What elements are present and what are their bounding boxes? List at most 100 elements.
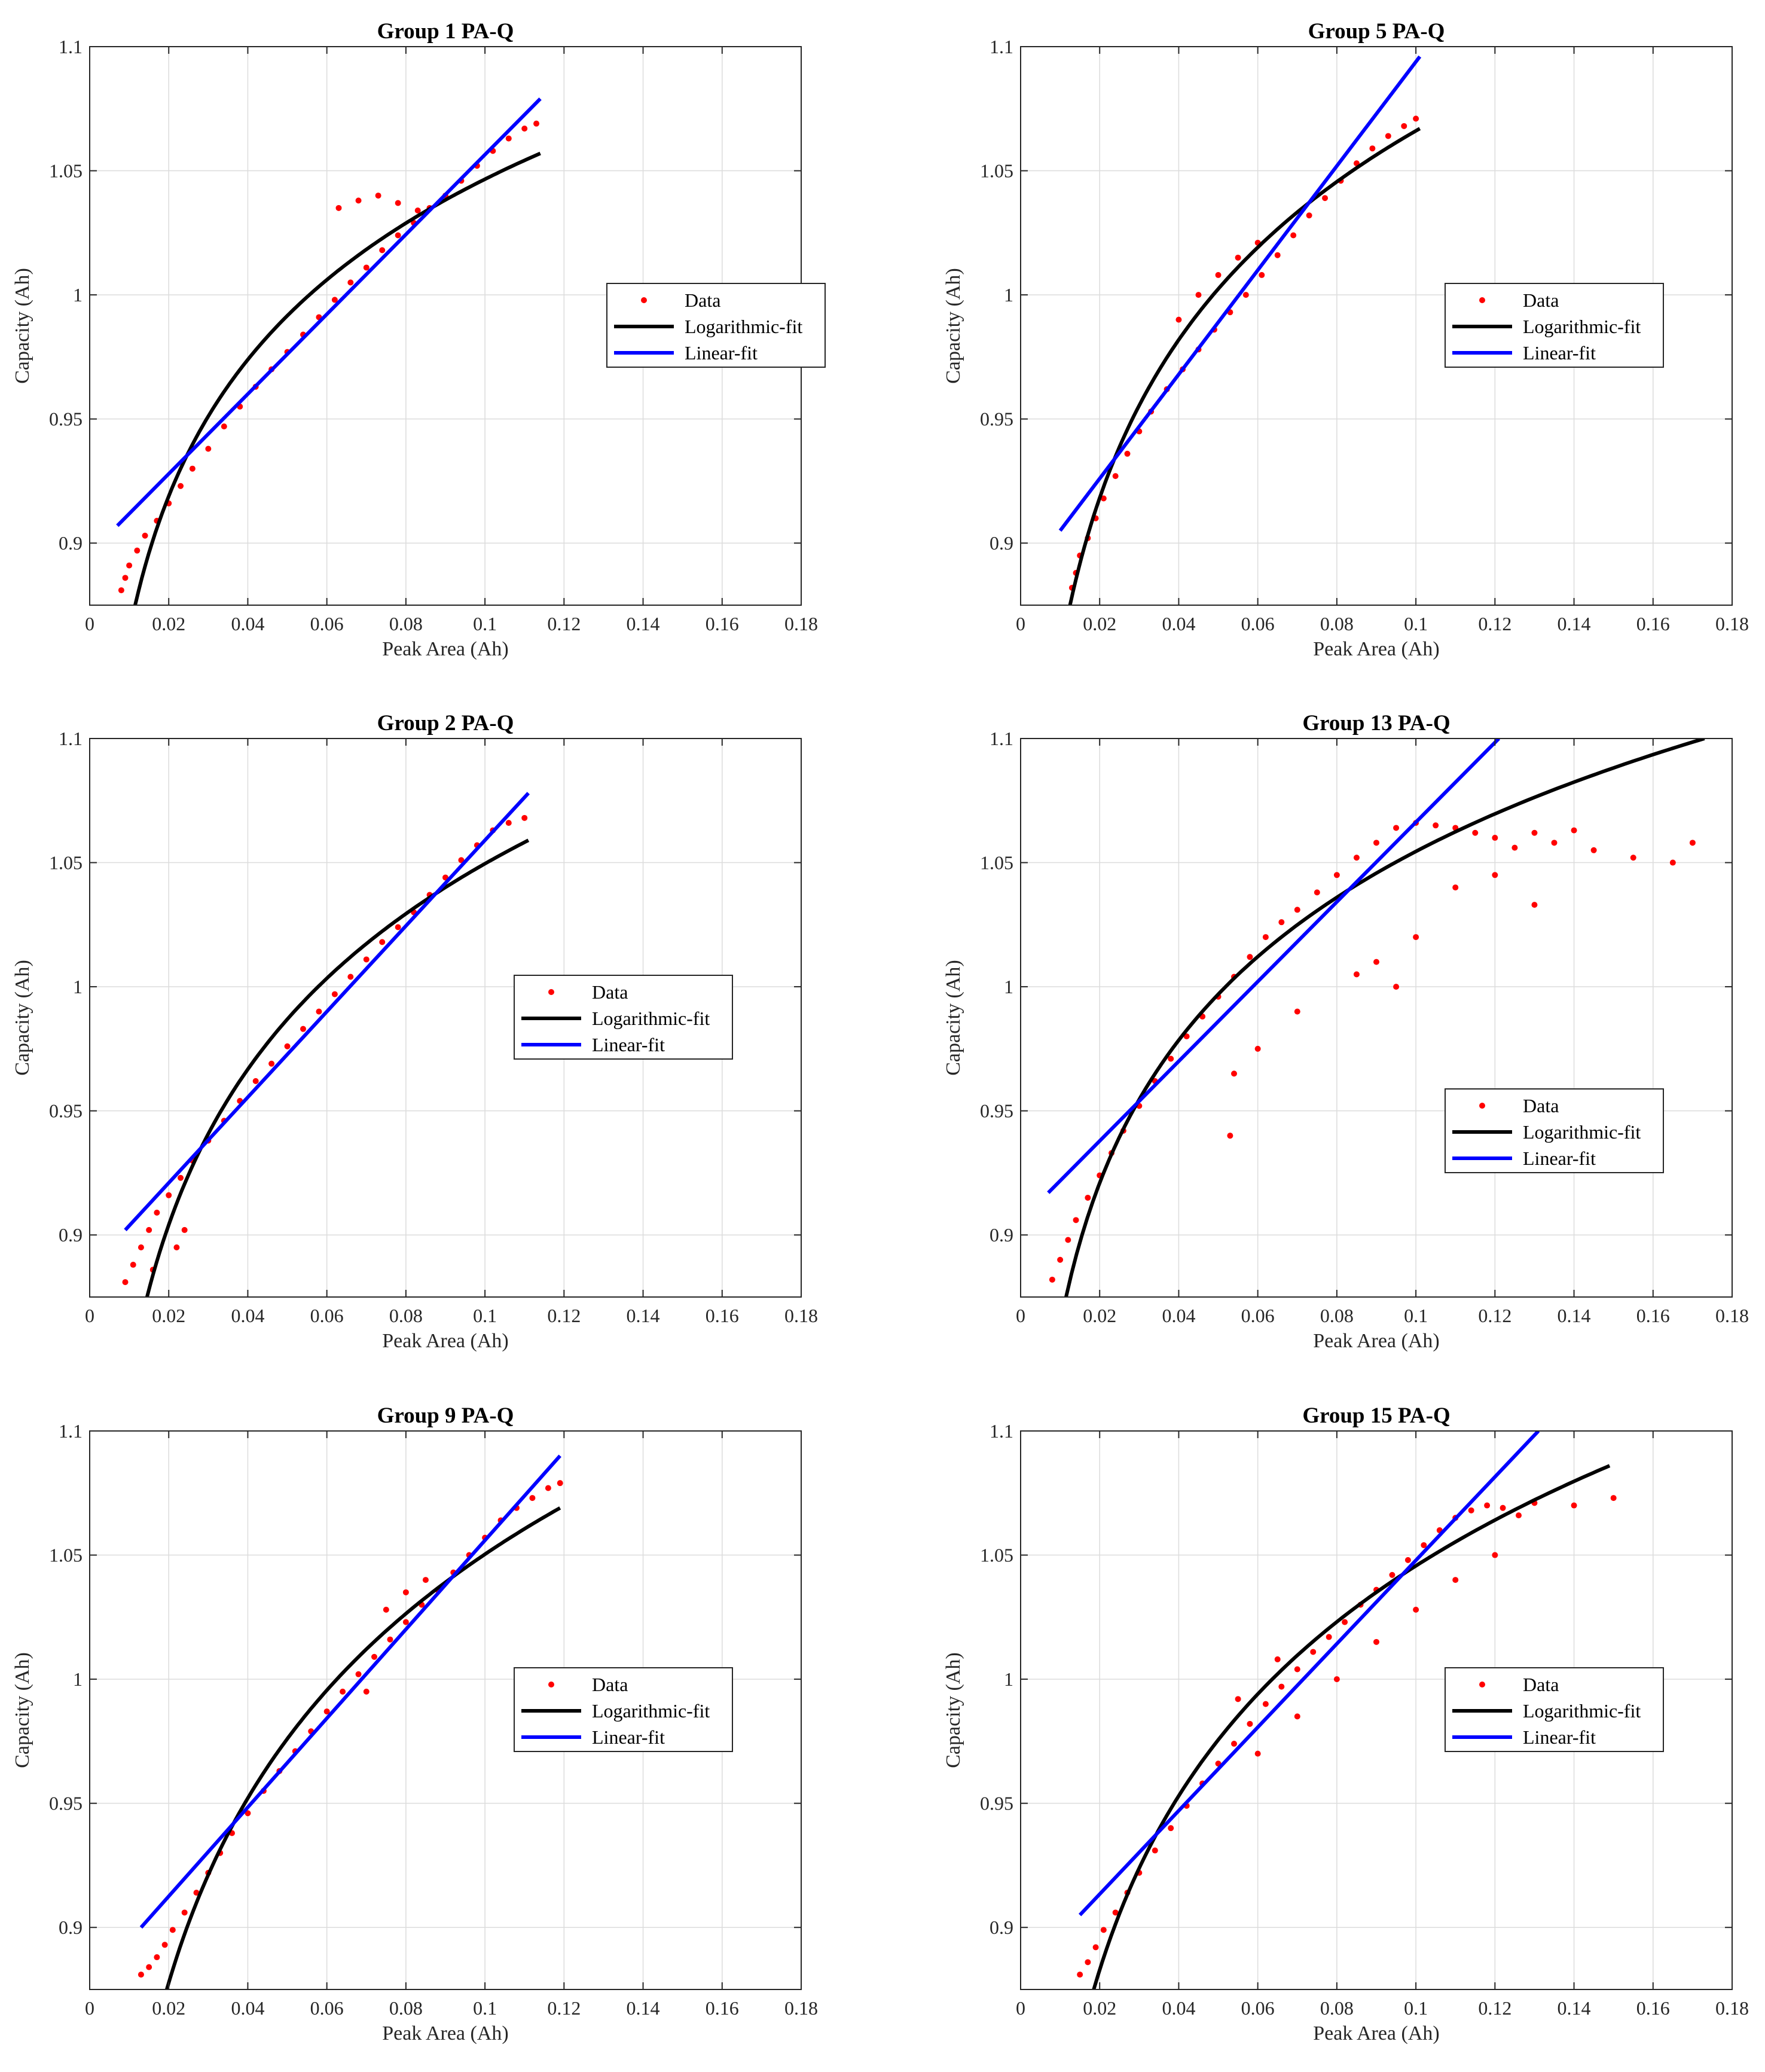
chart-title: Group 15 PA-Q	[1302, 1403, 1450, 1428]
data-point	[1112, 473, 1119, 480]
data-point	[1492, 835, 1498, 841]
data-point	[1413, 1606, 1419, 1613]
plot-content	[138, 1454, 563, 1989]
legend-entry-label: Linear-fit	[685, 342, 758, 364]
y-tick-label: 1.1	[59, 1420, 83, 1442]
data-point	[1065, 1237, 1071, 1243]
x-tick-label: 0.12	[547, 613, 581, 634]
y-tick-label: 1.1	[990, 728, 1013, 749]
legend: Data Logarithmic-fit Linear-fit	[1445, 1088, 1664, 1173]
x-tick-label: 0.1	[473, 1305, 497, 1326]
x-tick-label: 0	[1016, 613, 1025, 634]
y-tick-label: 0.95	[980, 1100, 1013, 1122]
y-axis-label: Capacity (Ah)	[11, 1652, 33, 1768]
x-tick-label: 0.18	[784, 1997, 818, 2019]
x-tick-label: 0.04	[1162, 613, 1195, 634]
x-tick-label: 0.1	[1404, 1997, 1428, 2019]
legend-entry-label: Logarithmic-fit	[1523, 1121, 1641, 1143]
legend-data-marker	[1479, 297, 1485, 303]
y-tick-label: 1.05	[49, 1545, 83, 1566]
x-tick-label: 0	[85, 1305, 94, 1326]
logarithmic-fit-line	[1092, 1464, 1611, 1989]
data-point	[1630, 855, 1636, 861]
x-tick-label: 0.06	[310, 1997, 344, 2019]
data-point	[1333, 872, 1340, 878]
data-point	[331, 297, 338, 303]
x-tick-label: 0	[1016, 1997, 1025, 2019]
data-point	[1571, 827, 1577, 834]
data-point	[245, 1810, 251, 1817]
data-point	[1472, 829, 1479, 836]
data-point	[347, 974, 354, 980]
x-tick-label: 0.18	[784, 613, 818, 634]
data-point	[1393, 984, 1400, 990]
data-point	[1393, 825, 1400, 831]
data-point	[1195, 292, 1202, 298]
y-tick-label: 0.9	[59, 1917, 83, 1938]
axes-box	[89, 738, 802, 1298]
data-point	[363, 956, 370, 963]
x-tick-label: 0	[85, 1997, 94, 2019]
linear-fit-line	[1078, 1431, 1540, 1917]
data-point	[395, 924, 401, 930]
data-point	[1254, 1750, 1261, 1757]
data-point	[529, 1495, 536, 1502]
x-tick-label: 0.18	[784, 1305, 818, 1326]
legend: Data Logarithmic-fit Linear-fit	[606, 283, 826, 368]
y-tick-label: 1	[1004, 284, 1013, 306]
data-point	[363, 1688, 370, 1695]
data-point	[414, 207, 421, 213]
x-tick-label: 0.04	[231, 1305, 264, 1326]
legend-data-marker	[548, 989, 554, 995]
data-point	[379, 939, 386, 945]
data-point	[371, 1653, 377, 1660]
chart-title: Group 13 PA-Q	[1302, 711, 1450, 736]
data-point	[1092, 1944, 1099, 1951]
legend-data-marker	[1479, 1103, 1485, 1109]
y-tick-label: 1	[1004, 1668, 1013, 1690]
subplot-1: 0 0.02 0.04 0.06 0.08 0.1 0.12 0.14 0.16 0.18 0.9 0…	[11, 19, 826, 660]
y-tick-label: 1.05	[49, 160, 83, 182]
data-point	[521, 125, 528, 132]
legend-entry-label: Data	[1523, 1674, 1559, 1695]
chart-title: Group 1 PA-Q	[377, 19, 514, 44]
data-point	[1571, 1502, 1577, 1509]
x-tick-label: 0.16	[1636, 1997, 1670, 2019]
data-point	[557, 1480, 563, 1487]
data-point	[1326, 1634, 1332, 1640]
y-tick-label: 0.95	[980, 1793, 1013, 1814]
legend: Data Logarithmic-fit Linear-fit	[514, 975, 733, 1060]
data-point	[1322, 195, 1329, 202]
data-point	[122, 1279, 129, 1286]
x-tick-label: 0.1	[473, 1997, 497, 2019]
legend-entry-label: Logarithmic-fit	[1523, 1700, 1641, 1722]
plot-content	[116, 97, 542, 605]
data-point	[178, 483, 184, 489]
data-point	[1100, 1927, 1107, 1933]
x-tick-label: 0.04	[1162, 1305, 1195, 1326]
x-tick-label: 0.18	[1715, 613, 1749, 634]
data-point	[316, 1008, 322, 1015]
legend-entry-label: Linear-fit	[1523, 1148, 1596, 1169]
data-point	[1401, 123, 1407, 129]
plot-content	[1077, 1431, 1617, 1989]
data-point	[1531, 829, 1538, 836]
x-tick-label: 0.12	[1478, 1305, 1511, 1326]
x-tick-label: 0.18	[1715, 1305, 1749, 1326]
y-tick-label: 1.1	[59, 36, 83, 57]
data-point	[1689, 840, 1696, 846]
y-tick-label: 0.9	[990, 1224, 1013, 1246]
x-tick-label: 0.16	[706, 613, 739, 634]
data-point	[252, 1078, 259, 1084]
data-point	[169, 1927, 176, 1933]
chart-title: Group 2 PA-Q	[377, 711, 514, 736]
data-point	[1353, 971, 1360, 978]
legend-entry-label: Linear-fit	[592, 1034, 665, 1055]
linear-fit-line	[124, 792, 530, 1231]
data-point	[134, 547, 141, 554]
data-point	[1492, 872, 1498, 878]
data-point	[1085, 1959, 1091, 1966]
data-point	[173, 1244, 180, 1250]
data-point	[1333, 1676, 1340, 1683]
